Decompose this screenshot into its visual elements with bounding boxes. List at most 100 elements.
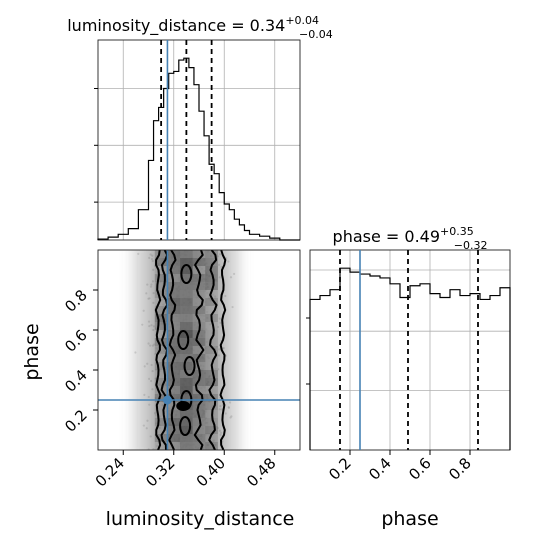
ytick-label-phase-1: 0.4 — [61, 366, 91, 396]
xlabel-luminosity-distance: luminosity_distance — [106, 508, 295, 530]
density-cell — [205, 274, 218, 282]
contour-blob-2 — [177, 330, 190, 350]
hist-phase-title: phase = 0.49+0.35 −0.32 — [333, 225, 488, 252]
xtick-label-ld-3: 0.48 — [243, 454, 279, 490]
density-cell — [154, 378, 168, 386]
density-cell — [167, 370, 181, 378]
density-cell — [180, 266, 193, 274]
truth-marker — [162, 395, 172, 405]
contour-mid-right — [208, 250, 218, 450]
density-cell — [205, 354, 218, 362]
density-cell — [180, 322, 193, 330]
density-cell — [154, 410, 168, 418]
density-cell — [167, 266, 181, 274]
xlabel-phase: phase — [381, 508, 438, 530]
hist-phase-panel: phase = 0.49+0.35 −0.32 — [309, 225, 511, 451]
density-cell — [205, 426, 218, 434]
ytick-label-phase-2: 0.6 — [61, 326, 91, 356]
density-cell — [154, 322, 168, 330]
contour-inner-right — [193, 250, 205, 450]
density-cell — [167, 274, 181, 282]
density-cell — [205, 258, 218, 266]
xtick-label-phase-2: 0.6 — [405, 454, 435, 484]
density-cell — [192, 426, 206, 434]
contour-blob-3 — [183, 356, 196, 376]
density-cell — [180, 418, 193, 426]
hist-luminosity-distance-frame — [97, 39, 301, 241]
xtick-label-phase-0: 0.2 — [325, 454, 355, 484]
xtick-label-phase-3: 0.8 — [445, 454, 475, 484]
density-cell — [180, 282, 193, 290]
density-cell — [205, 338, 218, 346]
density-cell — [205, 370, 218, 378]
xtick-label-ld-2: 0.40 — [193, 454, 229, 490]
density-cell — [180, 250, 193, 258]
xtick-label-phase-1: 0.4 — [365, 454, 395, 484]
density-cell — [205, 442, 218, 450]
density-cell — [167, 314, 181, 322]
ytick-label-phase-3: 0.8 — [61, 286, 91, 316]
density-cell — [154, 426, 168, 434]
density-2d-panel: 0.24 0.32 0.40 0.48 0.2 0.4 0.6 0.8 — [61, 249, 301, 490]
density-cell — [205, 394, 218, 402]
density-cell — [154, 266, 168, 274]
density-cell — [180, 274, 193, 282]
xtick-label-ld-0: 0.24 — [92, 454, 128, 490]
density-cell — [205, 330, 218, 338]
density-cell — [167, 290, 181, 298]
density-cell — [205, 266, 218, 274]
density-cell — [167, 362, 181, 370]
density-cell — [180, 362, 193, 370]
density-cell — [192, 298, 206, 306]
density-cell — [167, 338, 181, 346]
density-cell — [180, 338, 193, 346]
density-cell — [192, 386, 206, 394]
density-cell — [205, 346, 218, 354]
hist-luminosity-distance-panel: luminosity_distance = 0.34+0.04 −0.04 — [67, 14, 333, 241]
density-2d-frame — [97, 249, 301, 451]
density-cell — [205, 322, 218, 330]
density-cell — [154, 442, 168, 450]
ytick-label-phase-0: 0.2 — [61, 406, 91, 436]
density-cell — [192, 306, 206, 314]
density-cell — [167, 410, 181, 418]
density-cell — [154, 346, 168, 354]
xtick-label-ld-1: 0.32 — [142, 454, 178, 490]
density-cell — [205, 282, 218, 290]
contour-inner-left — [168, 250, 177, 450]
density-peak-blob — [176, 401, 191, 411]
density-cell — [192, 394, 206, 402]
density-cell — [154, 258, 168, 266]
density-cell — [154, 338, 168, 346]
density-cell — [205, 418, 218, 426]
density-cell — [154, 354, 168, 362]
density-cell — [205, 250, 218, 258]
density-cell — [167, 418, 181, 426]
density-cell — [180, 306, 193, 314]
density-cell — [205, 434, 218, 442]
contour-outer-right — [219, 250, 227, 450]
density-cell — [180, 378, 193, 386]
density-cell — [205, 378, 218, 386]
density-cell — [154, 362, 168, 370]
density-cell — [167, 442, 181, 450]
density-cell — [192, 434, 206, 442]
density-cell — [154, 298, 168, 306]
density-cell — [167, 386, 181, 394]
hist-luminosity-distance-step — [97, 57, 300, 241]
density-cell — [167, 434, 181, 442]
density-cell — [205, 402, 218, 410]
contour-blob-4 — [179, 416, 192, 436]
density-cell — [180, 290, 193, 298]
density-cell — [154, 282, 168, 290]
contour-outer-left — [154, 250, 162, 450]
density-cell — [154, 314, 168, 322]
density-cell — [180, 442, 193, 450]
density-cell — [154, 290, 168, 298]
density-cell — [180, 258, 193, 266]
density-cell — [180, 410, 193, 418]
density-cell — [167, 322, 181, 330]
density-cell — [192, 418, 206, 426]
density-cell — [154, 402, 168, 410]
